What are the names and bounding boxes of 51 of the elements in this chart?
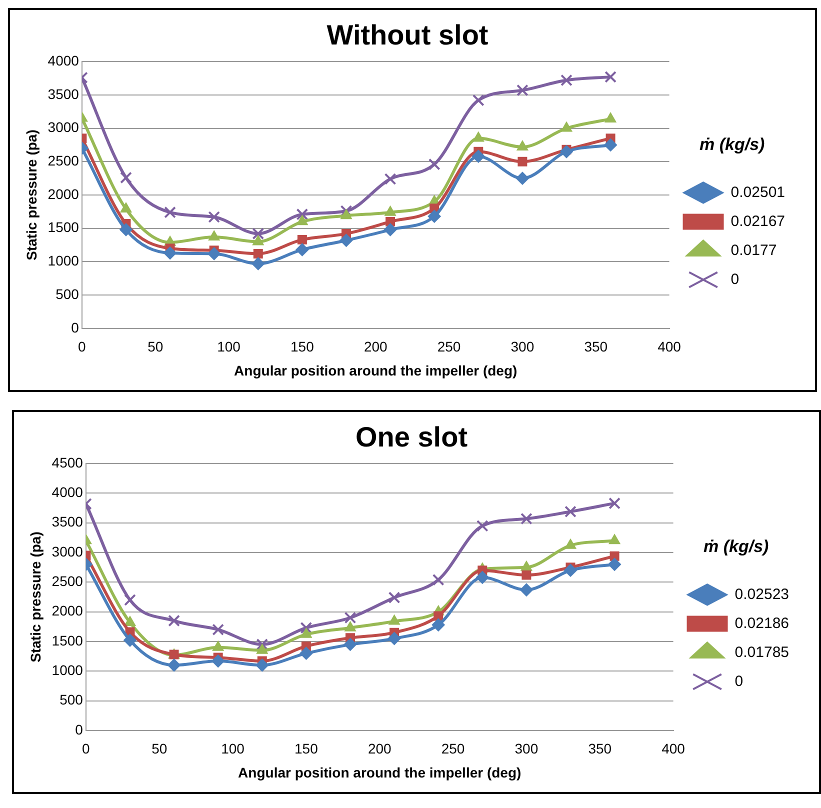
y-tick-label: 4000: [48, 52, 80, 68]
legend-label: 0: [734, 672, 744, 690]
y-tick-label: 2500: [48, 152, 80, 169]
y-tick-label: 2000: [48, 186, 80, 202]
legend-label: 0.02523: [734, 586, 790, 603]
y-tick-label: 500: [60, 692, 84, 708]
legend-label: 0: [730, 270, 740, 288]
x-tick-label: 400: [662, 740, 686, 757]
y-tick-label: 2000: [52, 602, 84, 619]
y-tick-label: 500: [56, 286, 80, 302]
legend-title: ṁ (kg/s): [700, 134, 766, 154]
legend-title: ṁ (kg/s): [704, 536, 770, 556]
legend-label: 0.02167: [730, 212, 786, 230]
x-tick-label: 200: [364, 338, 388, 355]
x-tick-label: 200: [368, 740, 392, 757]
x-tick-label: 250: [441, 740, 465, 757]
y-tick-label: 0: [71, 319, 80, 336]
x-tick-label: 50: [152, 740, 168, 757]
x-tick-label: 250: [437, 338, 461, 355]
x-tick-label: 100: [217, 338, 241, 355]
x-tick-label: 150: [294, 740, 318, 757]
legend-label: 0.01785: [734, 644, 790, 661]
x-tick-label: 50: [148, 338, 164, 355]
y-tick-label: 1000: [48, 252, 80, 269]
chart-title: Without slot: [326, 20, 488, 51]
y-tick-label: 1000: [52, 662, 84, 678]
y-tick-label: 1500: [52, 632, 84, 648]
y-axis-title: Static pressure (pa): [27, 532, 44, 662]
y-tick-label: 1500: [48, 219, 80, 236]
y-tick-label: 2500: [52, 573, 84, 590]
x-tick-label: 300: [510, 338, 534, 355]
legend-label: 0.0177: [730, 242, 777, 259]
x-tick-label: 350: [584, 338, 608, 355]
x-tick-label: 350: [588, 740, 612, 757]
legend-label: 0.02501: [730, 184, 786, 201]
x-tick-label: 100: [221, 740, 245, 757]
y-tick-label: 3500: [48, 86, 80, 102]
y-tick-label: 3500: [52, 514, 84, 530]
y-tick-label: 0: [75, 721, 84, 738]
x-tick-label: 400: [658, 338, 682, 355]
x-axis-title: Angular position around the impeller (deg): [238, 764, 522, 780]
x-tick-label: 150: [290, 338, 314, 355]
y-tick-label: 4500: [52, 454, 84, 470]
y-axis-title: Static pressure (pa): [23, 130, 40, 260]
x-axis-title: Angular position around the impeller (deg): [234, 362, 518, 378]
chart-title: One slot: [355, 422, 468, 453]
y-tick-label: 3000: [52, 543, 84, 560]
x-tick-label: 300: [514, 740, 538, 757]
y-tick-label: 4000: [52, 484, 84, 500]
legend-label: 0.02186: [734, 614, 790, 632]
y-tick-label: 3000: [48, 119, 80, 136]
